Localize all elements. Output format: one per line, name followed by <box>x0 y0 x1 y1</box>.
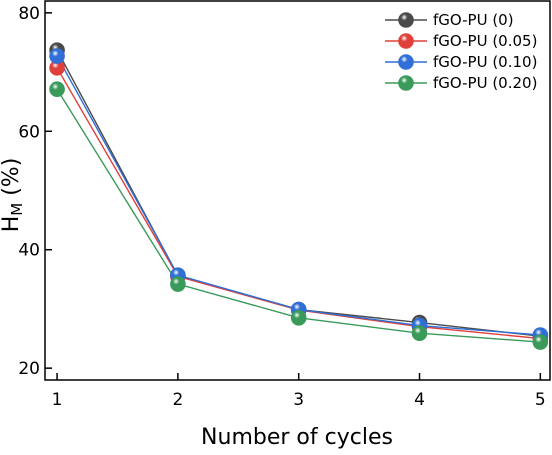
x-tick-label: 3 <box>293 390 304 410</box>
data-point-s2-0 <box>49 48 65 64</box>
x-tick-label: 4 <box>414 390 425 410</box>
x-axis-title: Number of cycles <box>201 425 393 450</box>
legend-marker <box>398 33 414 49</box>
series-line-2 <box>56 55 541 336</box>
y-tick-label: 20 <box>18 359 40 379</box>
y-axis-title: HM (%) <box>0 158 26 233</box>
legend-label: fGO-PU (0) <box>433 11 514 29</box>
y-tick-label: 40 <box>18 241 40 261</box>
data-point-s3-0 <box>49 81 65 98</box>
y-tick-label: 60 <box>18 122 40 142</box>
y-tick-label: 80 <box>18 4 40 24</box>
legend-marker <box>398 75 414 91</box>
legend-marker <box>398 12 414 28</box>
data-point-s3-1 <box>170 276 186 292</box>
x-tick-label: 2 <box>172 390 183 410</box>
data-point-s3-4 <box>532 334 549 350</box>
legend-label: fGO-PU (0.10) <box>433 53 537 71</box>
legend-label: fGO-PU (0.20) <box>433 74 537 92</box>
data-point-s3-2 <box>290 310 307 326</box>
x-tick-label: 5 <box>535 390 546 410</box>
legend-label: fGO-PU (0.05) <box>433 32 537 50</box>
plot-frame <box>44 0 551 381</box>
x-tick-label: 1 <box>52 390 63 410</box>
data-point-s3-3 <box>411 325 428 342</box>
legend-marker <box>398 54 414 70</box>
series-line-1 <box>56 67 541 340</box>
